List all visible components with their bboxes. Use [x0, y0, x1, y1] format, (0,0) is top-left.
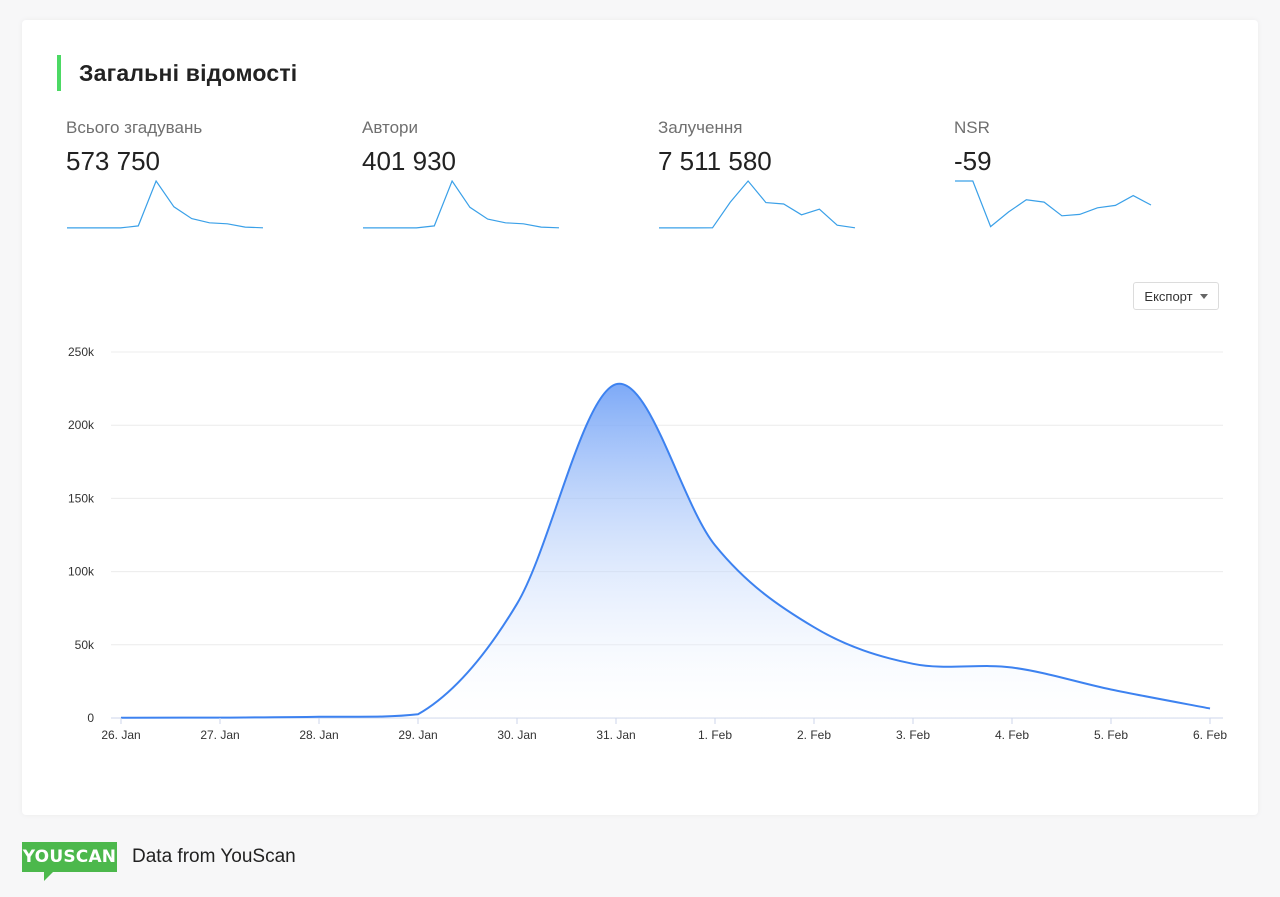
y-tick-label: 150k [68, 491, 95, 505]
x-tick-label: 31. Jan [596, 728, 635, 742]
sparkline-engagement [659, 180, 856, 229]
mentions-area-chart: 0 50k 100k 150k 200k 250k 26. Jan 27. Jan 28. Ja… [68, 345, 1227, 742]
caret-down-icon [1199, 293, 1208, 299]
sparkline-series [363, 180, 560, 229]
card-title: Загальні відомості [79, 59, 298, 86]
sparkline-series [659, 180, 856, 229]
x-tick-label: 28. Jan [299, 728, 338, 742]
x-tick-label: 6. Feb [1193, 728, 1227, 742]
sparkline-mentions [67, 180, 264, 229]
series-area-fill [121, 383, 1210, 718]
x-tick-label: 2. Feb [797, 728, 831, 742]
metric-label: Всього згадувань [66, 118, 203, 137]
x-tick-label: 1. Feb [698, 728, 732, 742]
metric-value: -59 [954, 146, 992, 176]
x-tick-label: 27. Jan [200, 728, 239, 742]
y-tick-label: 0 [87, 711, 94, 725]
sparkline-authors [363, 180, 560, 229]
metric-label: Залучення [658, 118, 743, 137]
y-tick-label: 100k [68, 565, 95, 579]
metric-engagement: Залучення 7 511 580 [658, 118, 878, 229]
youscan-logo[interactable]: YOUSCAN [22, 842, 117, 881]
header-accent-bar [57, 55, 61, 91]
metric-mentions: Всього згадувань 573 750 [66, 118, 286, 229]
metric-label: Автори [362, 118, 418, 137]
export-button[interactable]: Експорт [1133, 282, 1219, 310]
x-tick-label: 4. Feb [995, 728, 1029, 742]
logo-text: YOUSCAN [22, 847, 117, 867]
metric-label: NSR [954, 118, 990, 137]
footer-caption: Data from YouScan [132, 846, 296, 867]
y-tick-label: 250k [68, 345, 95, 359]
metric-value: 573 750 [66, 146, 160, 176]
footer: YOUSCAN Data from YouScan [22, 837, 296, 881]
card-header: Загальні відомості [57, 55, 297, 91]
x-tick-label: 29. Jan [398, 728, 437, 742]
logo-tail-shape [44, 872, 53, 881]
y-tick-label: 50k [75, 638, 95, 652]
metric-value: 7 511 580 [658, 146, 772, 176]
sparkline-series [955, 180, 1152, 228]
metric-authors: Автори 401 930 [362, 118, 582, 229]
series-line [120, 383, 1211, 719]
overview-card: Загальні відомості Всього згадувань 573 … [22, 20, 1258, 815]
y-tick-label: 200k [68, 418, 95, 432]
x-tick-label: 3. Feb [896, 728, 930, 742]
x-tick-label: 5. Feb [1094, 728, 1128, 742]
metric-nsr: NSR -59 [954, 118, 1174, 228]
export-label: Експорт [1144, 288, 1193, 304]
x-tick-label: 26. Jan [101, 728, 140, 742]
x-tick-label: 30. Jan [497, 728, 536, 742]
metric-value: 401 930 [362, 146, 456, 176]
sparkline-nsr [955, 180, 1152, 228]
sparkline-series [67, 180, 264, 229]
